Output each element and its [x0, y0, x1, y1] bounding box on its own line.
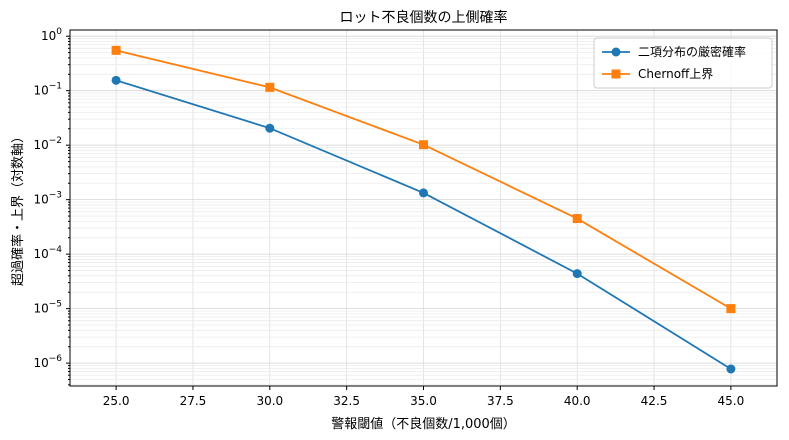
x-tick-label: 35.0: [410, 394, 437, 408]
y-tick-label: 10−2: [33, 136, 62, 152]
data-point: [726, 304, 736, 314]
legend-marker: [611, 69, 621, 79]
x-tick-label: 25.0: [103, 394, 130, 408]
grid-lines: [70, 30, 777, 386]
data-point: [419, 188, 428, 198]
y-tick-label: 10−4: [33, 245, 62, 261]
data-point: [419, 140, 428, 150]
legend-label: Chernoff上界: [638, 67, 713, 81]
chart-title: ロット不良個数の上側確率: [340, 9, 508, 26]
x-tick-label: 42.5: [641, 394, 668, 408]
x-tick-label: 30.0: [256, 394, 283, 408]
data-point: [111, 75, 121, 85]
x-tick-label: 40.0: [564, 394, 591, 408]
x-tick-label: 45.0: [718, 394, 745, 408]
y-axis-label: 超過確率・上界（対数軸）: [10, 130, 26, 286]
legend-label: 二項分布の厳密確率: [638, 44, 746, 59]
data-point: [572, 214, 582, 224]
data-point: [265, 82, 275, 92]
x-tick-label: 32.5: [333, 394, 360, 408]
y-tick-label: 10−1: [33, 82, 62, 98]
data-point: [726, 364, 736, 374]
legend: 二項分布の厳密確率 Chernoff上界: [593, 37, 773, 89]
legend-box: [593, 37, 773, 89]
data-point: [265, 123, 275, 133]
series-group: [111, 45, 736, 374]
legend-marker: [611, 47, 621, 57]
y-axis: 100 10−1 10−2 10−3 10−4 10−5 10−6: [33, 27, 70, 386]
y-tick-label: 100: [41, 27, 62, 43]
y-tick-label: 10−3: [33, 191, 62, 207]
x-axis: 25.0 27.5 30.0 32.5 35.0 37.5 40.0 42.5 45.0: [103, 386, 745, 408]
x-tick-label: 37.5: [487, 394, 514, 408]
data-point: [111, 45, 121, 55]
x-tick-label: 27.5: [180, 394, 207, 408]
data-point: [572, 269, 582, 279]
y-tick-label: 10−5: [33, 300, 62, 316]
x-axis-label: 警報閾値（不良個数/1,000個）: [331, 416, 516, 432]
y-tick-label: 10−6: [33, 354, 62, 370]
